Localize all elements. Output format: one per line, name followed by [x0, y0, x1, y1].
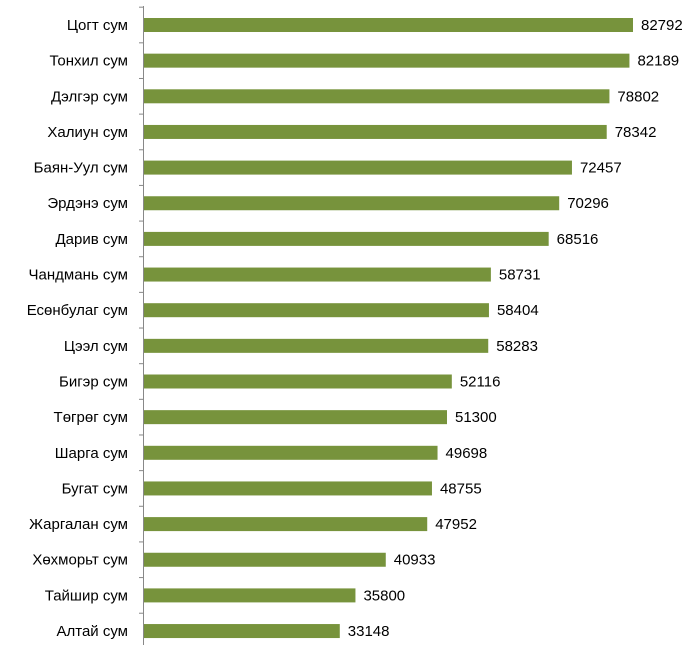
bar	[144, 481, 432, 496]
value-label: 82792	[641, 17, 683, 34]
bar	[144, 231, 549, 246]
value-label: 49698	[446, 445, 488, 462]
category-label: Цогт сум	[67, 17, 128, 34]
bar	[144, 124, 607, 139]
bar	[144, 624, 340, 639]
bar	[144, 303, 489, 318]
category-label: Бугат сум	[62, 480, 128, 497]
value-label: 78342	[615, 124, 657, 141]
category-label: Төгрөг сум	[54, 409, 128, 426]
value-label: 70296	[567, 195, 609, 212]
bar	[144, 196, 560, 211]
category-label: Бигэр сум	[59, 373, 128, 390]
value-label: 47952	[435, 516, 477, 533]
category-label: Халиун сум	[47, 124, 128, 141]
value-label: 52116	[460, 373, 501, 390]
category-label: Жаргалан сум	[29, 516, 128, 533]
bar	[144, 267, 491, 282]
category-label: Цээл сум	[64, 338, 128, 355]
value-label: 82189	[637, 53, 679, 70]
category-label: Тайшир сум	[45, 587, 128, 604]
bar	[144, 445, 438, 460]
value-label: 51300	[455, 409, 497, 426]
category-label: Чандмань сум	[29, 267, 128, 284]
bar	[144, 517, 428, 532]
bar	[144, 89, 610, 104]
category-label: Дарив сум	[55, 231, 128, 248]
category-label: Хөхморьт сум	[32, 552, 128, 569]
bar	[144, 160, 572, 175]
bar	[144, 338, 489, 353]
category-label: Есөнбулаг сум	[27, 302, 128, 319]
category-label: Дэлгэр сум	[51, 88, 128, 105]
bar	[144, 53, 630, 68]
bar	[144, 588, 356, 603]
value-label: 48755	[440, 480, 482, 497]
bar	[144, 552, 386, 567]
value-label: 58283	[496, 338, 538, 355]
value-label: 78802	[617, 88, 659, 105]
value-label: 58404	[497, 302, 539, 319]
category-label: Тонхил сум	[49, 53, 128, 70]
value-label: 35800	[363, 587, 405, 604]
value-label: 72457	[580, 160, 622, 177]
category-label: Алтай сум	[57, 623, 129, 640]
category-label: Баян-Уул сум	[34, 160, 128, 177]
bar	[144, 374, 452, 389]
category-label: Шарга сум	[55, 445, 128, 462]
value-label: 33148	[348, 623, 390, 640]
category-label: Эрдэнэ сум	[47, 195, 128, 212]
value-label: 68516	[557, 231, 599, 248]
value-label: 40933	[394, 552, 436, 569]
bar	[144, 18, 633, 32]
value-label: 58731	[499, 267, 541, 284]
bar	[144, 410, 447, 425]
